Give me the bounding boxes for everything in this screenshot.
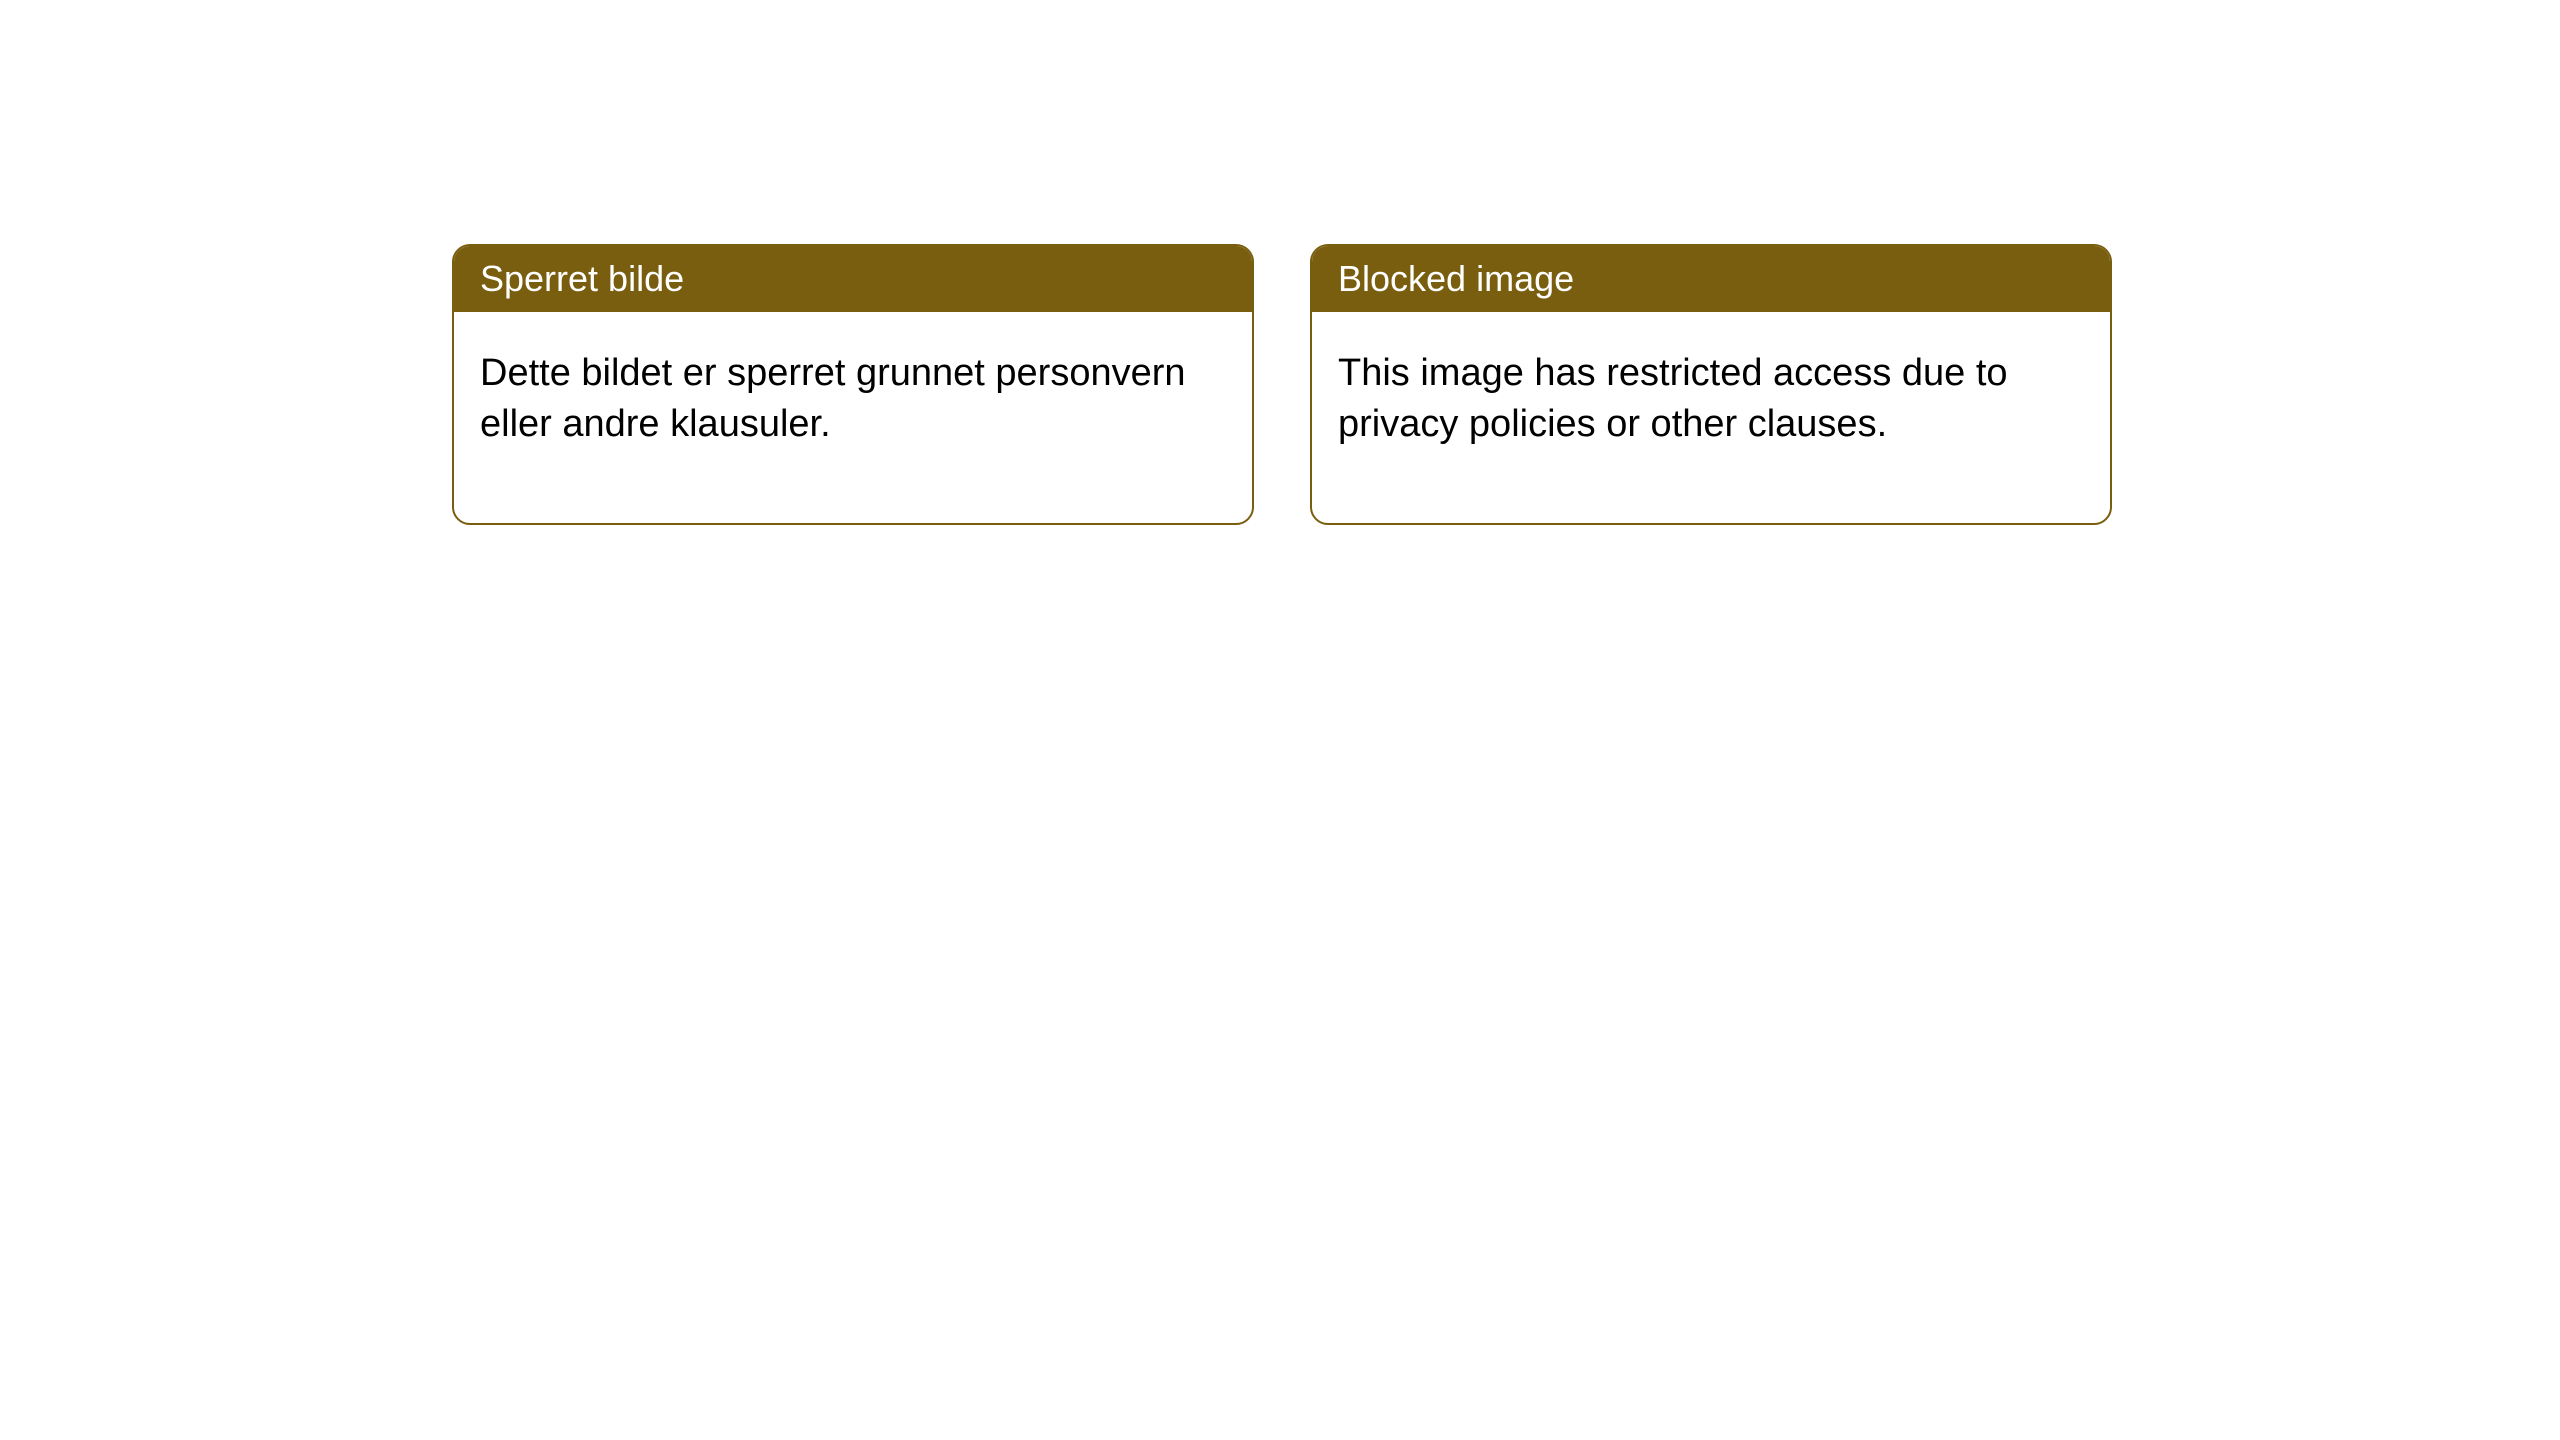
notice-card-norwegian: Sperret bilde Dette bildet er sperret gr…	[452, 244, 1254, 525]
card-body-norwegian: Dette bildet er sperret grunnet personve…	[454, 312, 1252, 523]
card-header-norwegian: Sperret bilde	[454, 246, 1252, 312]
card-header-english: Blocked image	[1312, 246, 2110, 312]
card-body-english: This image has restricted access due to …	[1312, 312, 2110, 523]
notice-card-english: Blocked image This image has restricted …	[1310, 244, 2112, 525]
notice-container: Sperret bilde Dette bildet er sperret gr…	[452, 244, 2112, 525]
